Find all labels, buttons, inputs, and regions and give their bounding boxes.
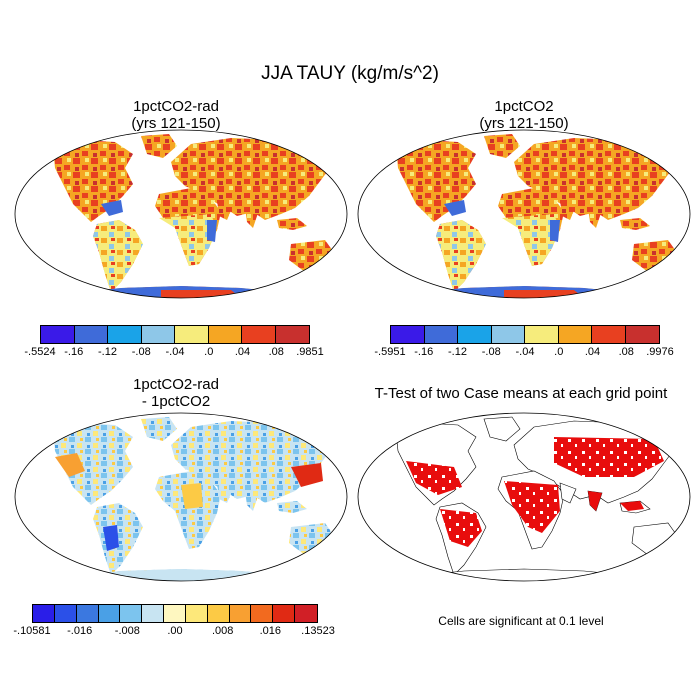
colorbar-label: -.08 xyxy=(131,346,151,358)
colorbar-cell xyxy=(251,605,274,622)
map-panel-3 xyxy=(53,417,347,581)
colorbar-cell xyxy=(273,605,296,622)
panel3-title: 1pctCO2-rad - 1pctCO2 xyxy=(26,376,326,410)
colorbar-cell xyxy=(33,605,55,622)
colorbar-cell xyxy=(164,605,186,622)
colorbar-label: -.04 xyxy=(515,346,535,358)
colorbar-cell xyxy=(207,605,230,622)
colorbar-label: .04 xyxy=(234,346,251,358)
colorbar-label: .08 xyxy=(268,346,284,358)
colorbar-label: .9976 xyxy=(646,346,674,358)
colorbar-label: -.04 xyxy=(165,346,185,358)
panel3-title-line2: - 1pctCO2 xyxy=(141,393,211,410)
map-panel-4 xyxy=(395,416,690,581)
colorbar-label: -.12 xyxy=(448,346,467,358)
colorbar-cell xyxy=(275,326,309,343)
colorbar-cell xyxy=(208,326,242,343)
colorbar-label: .00 xyxy=(167,625,183,637)
panel3-title-line1: 1pctCO2-rad xyxy=(133,376,219,393)
colorbar-cell xyxy=(41,326,75,343)
colorbar-label: -.16 xyxy=(64,346,84,358)
colorbar-label: .04 xyxy=(584,346,601,358)
panel1-title: 1pctCO2-rad (yrs 121-150) xyxy=(26,98,326,132)
colorbar-cell xyxy=(625,326,659,343)
colorbar-cell xyxy=(98,605,121,622)
colorbar-cell xyxy=(54,605,77,622)
panel2-title-line2: (yrs 121-150) xyxy=(479,115,569,132)
colorbar-2: -.5951 -.16 -.12 -.08 -.04 .0 .04 .08 .9976 xyxy=(374,325,674,365)
colorbar-label: -.08 xyxy=(481,346,501,358)
colorbar-label: -.5951 xyxy=(374,346,406,358)
colorbar-label: .9851 xyxy=(296,346,324,358)
colorbar-cell xyxy=(175,326,209,343)
colorbar-cell xyxy=(229,605,252,622)
colorbar-cell xyxy=(76,605,99,622)
colorbar-label: .0 xyxy=(554,346,564,358)
colorbar-label: -.10581 xyxy=(13,625,51,637)
colorbar-cell xyxy=(185,605,208,622)
colorbar-cell xyxy=(242,326,276,343)
main-title: JJA TAUY (kg/m/s^2) xyxy=(261,63,439,84)
colorbar-cell xyxy=(558,326,592,343)
panel1-title-line2: (yrs 121-150) xyxy=(131,115,221,132)
map-border-3 xyxy=(14,412,348,582)
colorbar-1: -.5524 -.16 -.12 -.08 -.04 .0 .04 .08 .9851 xyxy=(24,325,324,365)
colorbar-cell xyxy=(295,605,317,622)
map-border-2 xyxy=(357,129,691,299)
colorbar-cell xyxy=(120,605,143,622)
colorbar-cell xyxy=(141,326,175,343)
colorbar-label: .08 xyxy=(618,346,634,358)
colorbar-cell xyxy=(108,326,142,343)
colorbar-label: .008 xyxy=(211,625,234,637)
map-border-1 xyxy=(14,129,348,299)
colorbar-label: -.12 xyxy=(98,346,117,358)
colorbar-label: -.016 xyxy=(67,625,93,637)
panel1-title-line1: 1pctCO2-rad xyxy=(133,98,219,115)
colorbar-cell xyxy=(424,326,458,343)
colorbar-cell xyxy=(391,326,425,343)
colorbar-cell xyxy=(525,326,559,343)
colorbar-cell xyxy=(491,326,525,343)
colorbar-1-cells xyxy=(40,325,310,344)
colorbar-cell xyxy=(74,326,108,343)
map-border-4 xyxy=(357,412,691,582)
colorbar-cell xyxy=(458,326,492,343)
panel4-title-line1: T-Test of two Case means at each grid po… xyxy=(374,385,668,402)
colorbar-label: -.16 xyxy=(414,346,434,358)
colorbar-label: .0 xyxy=(204,346,214,358)
significance-note: Cells are significant at 0.1 level xyxy=(438,614,604,628)
colorbar-3-cells xyxy=(32,604,318,623)
colorbar-label: .13523 xyxy=(301,625,335,637)
panel4-title: T-Test of two Case means at each grid po… xyxy=(346,385,696,402)
colorbar-label: -.008 xyxy=(114,625,140,637)
colorbar-cell xyxy=(592,326,626,343)
map-panel-1 xyxy=(53,134,347,298)
panel2-title: 1pctCO2 (yrs 121-150) xyxy=(374,98,674,132)
colorbar-cell xyxy=(142,605,165,622)
panel2-title-line1: 1pctCO2 xyxy=(494,98,554,115)
colorbar-label: -.5524 xyxy=(24,346,56,358)
colorbar-label: .016 xyxy=(259,625,282,637)
colorbar-2-cells xyxy=(390,325,660,344)
colorbar-3: -.10581 -.016 -.008 .00 .008 .016 .13523 xyxy=(13,604,335,644)
map-panel-2 xyxy=(396,134,690,298)
